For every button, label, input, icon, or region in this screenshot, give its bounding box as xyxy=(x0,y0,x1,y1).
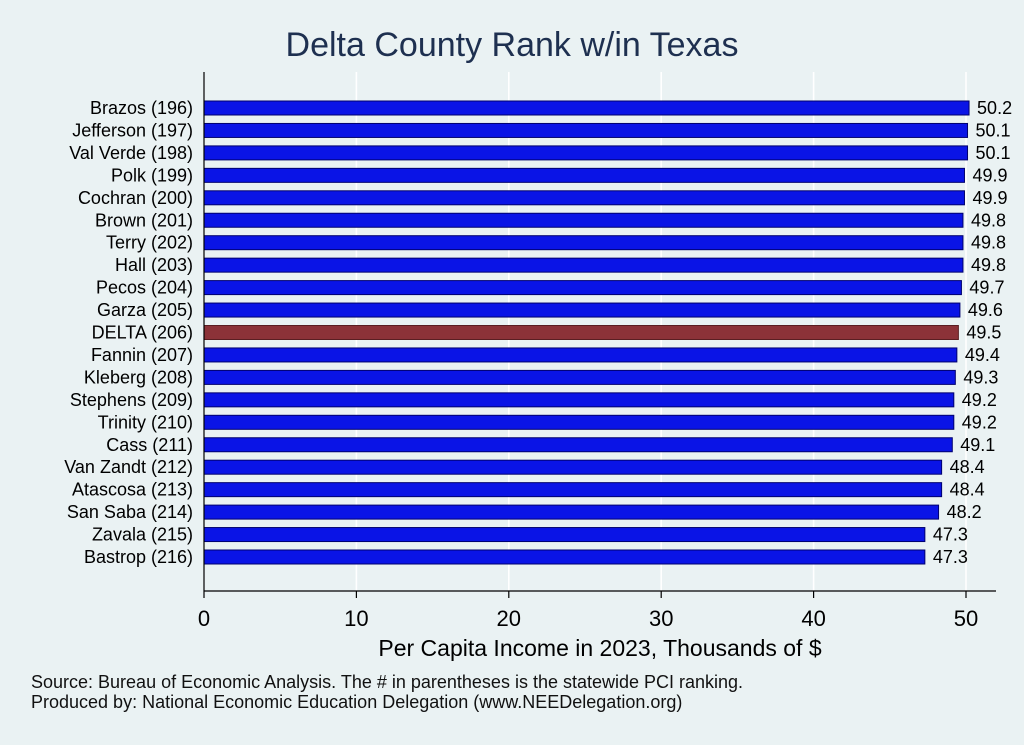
bar xyxy=(203,257,964,273)
value-label: 49.3 xyxy=(963,367,998,387)
chart-title: Delta County Rank w/in Texas xyxy=(285,26,739,64)
x-tick-label: 40 xyxy=(801,606,825,631)
bar xyxy=(203,459,943,475)
bar-highlight xyxy=(203,325,959,340)
category-label: Terry (202) xyxy=(106,233,193,253)
category-label: Cass (211) xyxy=(106,435,193,455)
bar xyxy=(203,212,964,228)
bar xyxy=(203,504,940,520)
bar xyxy=(203,122,969,138)
x-axis-ticks: 0 10 20 30 40 50 xyxy=(198,591,978,631)
bars: Brazos (196) 50.2 Jefferson (197) 50.1 Val V… xyxy=(64,98,1012,567)
value-label: 49.2 xyxy=(962,390,997,410)
bar xyxy=(203,437,953,453)
category-label: Van Zandt (212) xyxy=(64,457,193,477)
value-label: 49.7 xyxy=(969,278,1004,298)
bar xyxy=(203,167,965,183)
value-label: 49.5 xyxy=(966,323,1001,343)
bar xyxy=(203,145,969,161)
value-label: 48.2 xyxy=(947,502,982,522)
category-label: Atascosa (213) xyxy=(72,480,193,500)
category-label: Jefferson (197) xyxy=(72,120,193,140)
x-tick-label: 10 xyxy=(344,606,368,631)
category-label: Zavala (215) xyxy=(92,525,193,545)
source-footnote: Source: Bureau of Economic Analysis. The… xyxy=(31,672,744,692)
bar xyxy=(203,347,958,363)
bar xyxy=(203,414,955,430)
value-label: 49.6 xyxy=(968,300,1003,320)
value-label: 49.8 xyxy=(971,210,1006,230)
value-label: 49.2 xyxy=(962,412,997,432)
category-label: DELTA (206) xyxy=(92,323,193,343)
category-label: San Saba (214) xyxy=(67,502,193,522)
x-tick-label: 20 xyxy=(497,606,521,631)
bar xyxy=(203,280,962,296)
bar xyxy=(203,302,961,318)
bar xyxy=(203,527,926,543)
x-axis-label: Per Capita Income in 2023, Thousands of … xyxy=(378,635,821,661)
category-label: Hall (203) xyxy=(115,255,193,275)
x-tick-label: 0 xyxy=(198,606,210,631)
bar xyxy=(203,190,965,206)
value-label: 50.2 xyxy=(977,98,1012,118)
bar xyxy=(203,482,943,498)
producer-footnote: Produced by: National Economic Education… xyxy=(31,692,683,712)
bar xyxy=(203,392,955,408)
value-label: 49.9 xyxy=(972,188,1007,208)
value-label: 48.4 xyxy=(950,480,985,500)
category-label: Kleberg (208) xyxy=(84,367,193,387)
category-label: Trinity (210) xyxy=(98,412,193,432)
value-label: 49.1 xyxy=(960,435,995,455)
value-label: 49.4 xyxy=(965,345,1000,365)
value-label: 50.1 xyxy=(976,120,1011,140)
value-label: 47.3 xyxy=(933,525,968,545)
value-label: 50.1 xyxy=(976,143,1011,163)
x-tick-label: 50 xyxy=(954,606,978,631)
category-label: Fannin (207) xyxy=(91,345,193,365)
category-label: Garza (205) xyxy=(97,300,193,320)
category-label: Val Verde (198) xyxy=(69,143,193,163)
value-label: 47.3 xyxy=(933,547,968,567)
bar xyxy=(203,549,926,565)
category-label: Polk (199) xyxy=(111,165,193,185)
category-label: Brazos (196) xyxy=(90,98,193,118)
bar xyxy=(203,235,964,251)
category-label: Bastrop (216) xyxy=(84,547,193,567)
value-label: 49.9 xyxy=(972,165,1007,185)
value-label: 48.4 xyxy=(950,457,985,477)
category-label: Brown (201) xyxy=(95,210,193,230)
value-label: 49.8 xyxy=(971,233,1006,253)
bar xyxy=(203,369,956,385)
category-label: Cochran (200) xyxy=(78,188,193,208)
category-label: Pecos (204) xyxy=(96,278,193,298)
category-label: Stephens (209) xyxy=(70,390,193,410)
value-label: 49.8 xyxy=(971,255,1006,275)
bar xyxy=(203,100,970,116)
x-tick-label: 30 xyxy=(649,606,673,631)
